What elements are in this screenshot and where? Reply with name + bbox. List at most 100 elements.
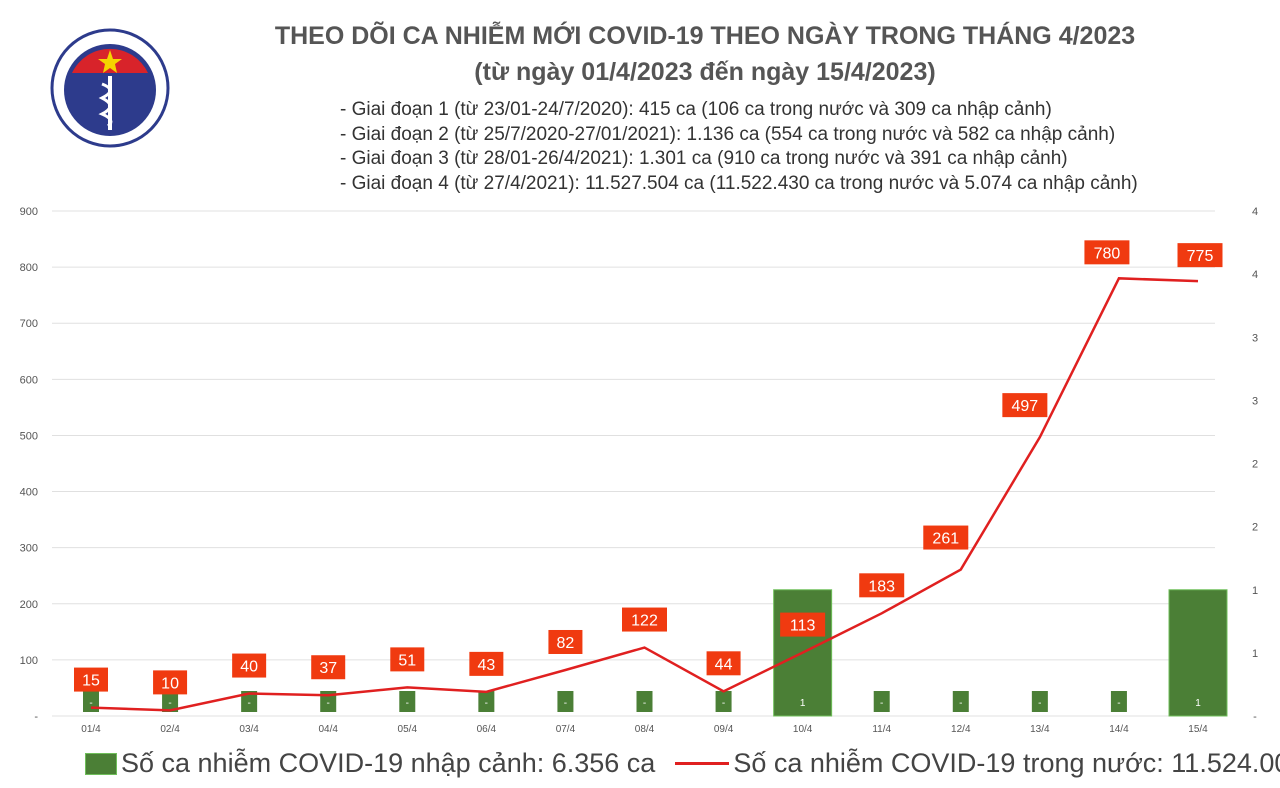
data-label: 497: [1012, 398, 1039, 415]
chart-title: THEO DÕI CA NHIỄM MỚI COVID-19 THEO NGÀY…: [274, 22, 1136, 50]
line-series: [90, 277, 1199, 712]
data-label-box: [548, 629, 583, 654]
chart-subtitle: (từ ngày 01/4/2023 đến ngày 15/4/2023): [474, 58, 936, 86]
x-axis-tick: 04/4: [318, 724, 338, 735]
x-axis-tick: 10/4: [793, 724, 813, 735]
data-label-box: [74, 667, 108, 692]
bar: [715, 691, 732, 712]
x-axis-tick: 09/4: [714, 724, 734, 735]
x-axis-tick: 12/4: [951, 724, 971, 735]
data-label-box: [390, 647, 425, 672]
left-axis-tick: 600: [20, 374, 38, 386]
data-label: 44: [715, 656, 733, 673]
data-label-box: [1177, 243, 1223, 268]
x-axis-tick: 11/4: [872, 724, 891, 735]
right-axis-tick: 4: [1252, 206, 1258, 218]
bar: [478, 691, 495, 712]
data-label-box: [1084, 240, 1130, 265]
data-label-box: [153, 670, 188, 695]
note-line: - Giai đoạn 2 (từ 25/7/2020-27/01/2021):…: [340, 123, 1116, 145]
data-label: 82: [557, 635, 575, 652]
data-label-box: [706, 651, 741, 676]
data-label-box: [622, 607, 667, 632]
data-label: 113: [790, 618, 816, 635]
ministry-of-health-logo: [50, 28, 170, 148]
left-axis-tick: 900: [20, 206, 38, 218]
data-label-box: [232, 653, 267, 678]
data-label: 15: [82, 673, 100, 690]
bar-label: -: [327, 698, 330, 709]
x-axis-tick: 14/4: [1109, 724, 1129, 735]
note-line: - Giai đoạn 3 (từ 28/01-26/4/2021): 1.30…: [340, 148, 1068, 169]
x-axis-tick: 05/4: [398, 724, 418, 735]
data-label: 780: [1094, 245, 1121, 262]
bar: [162, 691, 179, 712]
x-axis-tick: 08/4: [635, 724, 655, 735]
right-axis-tick: 2: [1252, 459, 1258, 471]
bar-label: -: [89, 698, 92, 709]
x-axis-tick: 07/4: [556, 724, 576, 735]
legend-line-label: Số ca nhiễm COVID-19 trong nước: 11.524.…: [733, 748, 1280, 778]
data-label: 51: [398, 652, 416, 669]
legend-line-swatch: [675, 762, 730, 765]
note-line: - Giai đoạn 1 (từ 23/01-24/7/2020): 415 …: [340, 99, 1052, 120]
left-axis-tick: 200: [20, 599, 38, 611]
note-line: - Giai đoạn 4 (từ 27/4/2021): 11.527.504…: [340, 172, 1138, 194]
bar-label: -: [485, 698, 488, 709]
bar-label: -: [247, 698, 250, 709]
bar-label: -: [1038, 698, 1041, 709]
data-label-box: [859, 573, 905, 598]
bar-label: -: [880, 698, 883, 709]
data-label: 775: [1187, 248, 1214, 265]
data-label: 10: [161, 675, 179, 692]
left-axis-tick: 700: [20, 318, 38, 330]
bar: [952, 691, 969, 712]
left-axis-tick: -: [34, 711, 38, 723]
right-axis-tick: 1: [1252, 648, 1258, 660]
data-label: 122: [631, 613, 658, 630]
data-label: 40: [240, 659, 258, 676]
right-axis-tick: 4: [1252, 269, 1258, 281]
data-label-box: [780, 612, 826, 637]
bar-label: -: [564, 698, 567, 709]
bar-label: -: [959, 698, 962, 709]
right-axis-tick: 2: [1252, 522, 1258, 534]
left-axis-tick: 100: [20, 655, 38, 667]
bar: [1168, 589, 1228, 717]
legend: Số ca nhiễm COVID-19 nhập cảnh: 6.356 ca…: [85, 748, 1280, 779]
data-label: 183: [868, 578, 895, 595]
right-axis-tick: 3: [1252, 395, 1258, 407]
notes: - Giai đoạn 1 (từ 23/01-24/7/2020): 415 …: [340, 98, 1138, 196]
bar: [1031, 691, 1048, 712]
x-axis-tick: 01/4: [81, 724, 101, 735]
data-label: 261: [932, 531, 959, 548]
bar-label: 1: [800, 698, 806, 709]
x-axis-tick: 15/4: [1188, 724, 1208, 735]
right-axis-tick: -: [1253, 711, 1257, 723]
bar-label: -: [643, 698, 646, 709]
right-axis-tick: 3: [1252, 332, 1258, 344]
bar-label: -: [168, 698, 171, 709]
data-label-box: [923, 525, 969, 550]
bar: [557, 691, 574, 712]
x-axis-tick: 03/4: [239, 724, 259, 735]
data-label-box: [469, 651, 504, 676]
left-axis-tick: 300: [20, 543, 38, 555]
x-axis-tick: 02/4: [160, 724, 180, 735]
legend-bar-label: Số ca nhiễm COVID-19 nhập cảnh: 6.356 ca: [121, 748, 656, 778]
left-axis-tick: 800: [20, 262, 38, 274]
data-label-box: [311, 655, 346, 680]
right-axis-tick: 1: [1252, 585, 1258, 597]
left-axis-tick: 400: [20, 487, 38, 499]
data-label: 37: [319, 660, 337, 677]
x-axis-tick: 13/4: [1030, 724, 1050, 735]
data-label: 43: [477, 657, 495, 674]
left-axis-tick: 500: [20, 430, 38, 442]
bar-label: -: [722, 698, 725, 709]
bar-label: -: [406, 698, 409, 709]
bar-label: -: [1117, 698, 1120, 709]
bar: [1110, 691, 1127, 712]
bar: [873, 691, 890, 712]
